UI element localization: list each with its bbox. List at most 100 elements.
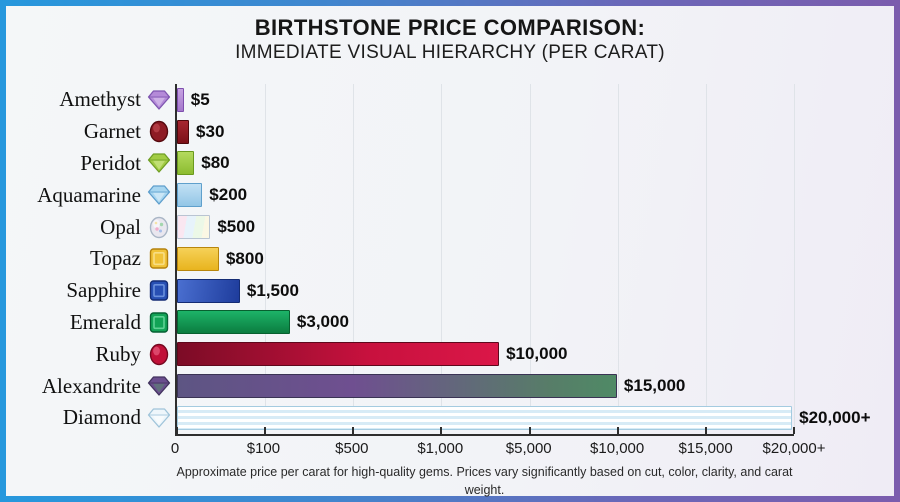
price-value-label: $5 (190, 89, 210, 109)
gem-name-label: Emerald (69, 309, 141, 334)
axis-tick-label: $15,000 (678, 440, 733, 457)
axis-tick-mark (528, 427, 531, 434)
price-bar (177, 405, 793, 430)
gem-name-label: Amethyst (59, 87, 141, 112)
gem-name-label: Topaz (89, 246, 141, 271)
price-value-label: $500 (217, 217, 256, 237)
gem-name-label: Peridot (80, 150, 141, 175)
gridline (353, 84, 355, 434)
bar-row: $15,000 (177, 370, 794, 402)
price-bar (177, 374, 617, 399)
chart-subtitle: IMMEDIATE VISUAL HIERARCHY (PER CARAT) (235, 42, 665, 63)
category-row-label: Sapphire (6, 275, 175, 307)
gridline (617, 84, 619, 434)
bar-row: $200 (177, 179, 794, 211)
plot-column: $5 $30 $80 $200 $500 $800 $1,500 $3,000 … (171, 84, 871, 458)
gridline (441, 84, 443, 434)
category-row-label: Emerald (6, 307, 175, 339)
category-row-label: Ruby (6, 338, 175, 370)
bar-row: $3,000 (177, 307, 794, 339)
category-row-label: Aquamarine (6, 179, 175, 211)
price-value-label: $80 (201, 153, 230, 173)
gem-icon (146, 279, 172, 302)
axis-tick-mark (440, 427, 443, 434)
category-row-label: Alexandrite (6, 370, 175, 402)
price-value-label: $800 (225, 248, 264, 268)
gem-icon (146, 247, 172, 270)
gem-name-label: Sapphire (66, 278, 141, 303)
axis-tick-mark (704, 427, 707, 434)
category-row-label: Diamond (6, 402, 175, 434)
gem-icon (146, 311, 172, 334)
price-value-label: $200 (209, 185, 248, 205)
axis-tick-label: $5,000 (505, 440, 552, 457)
x-axis-tick-labels: 0 $100 $500 $1,000 $5,000 $10,000 $15,000 $20,0… (171, 436, 826, 458)
bar-row: $20,000+ (177, 402, 871, 434)
gem-icon (146, 152, 172, 174)
bar-row: $500 (177, 211, 794, 243)
gem-name-label: Diamond (62, 405, 141, 430)
axis-tick-mark (793, 427, 795, 434)
gridline (265, 84, 267, 434)
plot-area: $5 $30 $80 $200 $500 $800 $1,500 $3,000 … (175, 84, 871, 436)
footnote-text: Approximate price per carat for high-qua… (176, 465, 793, 497)
gem-icon (146, 407, 172, 429)
gem-name-label: Garnet (83, 119, 141, 144)
bar-row: $30 (177, 116, 794, 148)
price-bar (177, 183, 203, 208)
category-row-label: Peridot (6, 148, 175, 180)
category-labels-column: Amethyst Garnet Peridot Aquamarine Opal … (6, 84, 175, 458)
axis-tick-label: 0 (170, 440, 180, 457)
gridline (705, 84, 707, 434)
bar-chart: Amethyst Garnet Peridot Aquamarine Opal … (6, 84, 894, 458)
price-value-label: $20,000+ (799, 407, 871, 427)
gem-icon (146, 216, 172, 239)
axis-tick-mark (616, 427, 619, 434)
bar-row: $10,000 (177, 338, 794, 370)
axis-tick-mark (264, 427, 267, 434)
chart-canvas: BIRTHSTONE PRICE COMPARISON: IMMEDIATE V… (6, 6, 894, 497)
axis-tick-label: $1,000 (417, 440, 464, 457)
bar-row: $80 (177, 148, 794, 180)
price-bar (177, 87, 184, 112)
axis-tick-mark (352, 427, 355, 434)
gem-icon (146, 120, 172, 143)
gem-name-label: Ruby (95, 341, 141, 366)
bar-row: $800 (177, 243, 794, 275)
category-row-label: Garnet (6, 116, 175, 148)
axis-tick-label: $500 (335, 440, 369, 457)
gridline (794, 84, 795, 434)
price-value-label: $15,000 (623, 376, 686, 396)
price-bar (177, 246, 219, 271)
gem-icon (146, 89, 172, 111)
gem-icon (146, 343, 172, 366)
price-bar (177, 342, 500, 367)
axis-tick-label: $100 (246, 440, 281, 457)
price-bar (177, 215, 211, 240)
gem-name-label: Alexandrite (41, 373, 141, 398)
category-row-label: Opal (6, 211, 175, 243)
price-bar (177, 151, 195, 176)
gridline (529, 84, 531, 434)
price-value-label: $30 (196, 121, 225, 141)
gem-name-label: Opal (100, 214, 141, 239)
price-bar (177, 310, 290, 335)
price-value-label: $3,000 (296, 312, 349, 332)
gem-icon (146, 375, 172, 397)
price-bar (177, 278, 240, 303)
bar-row: $5 (177, 84, 794, 116)
gem-name-label: Aquamarine (37, 182, 141, 207)
axis-tick-mark (176, 427, 178, 434)
price-bar (177, 119, 190, 144)
chart-header: BIRTHSTONE PRICE COMPARISON: IMMEDIATE V… (6, 6, 894, 65)
gem-icon (146, 184, 172, 206)
chart-title: BIRTHSTONE PRICE COMPARISON: (254, 15, 646, 40)
bar-row: $1,500 (177, 275, 794, 307)
category-row-label: Topaz (6, 243, 175, 275)
category-row-label: Amethyst (6, 84, 175, 116)
axis-tick-label: $10,000 (590, 440, 645, 457)
price-value-label: $10,000 (506, 344, 568, 364)
price-value-label: $1,500 (246, 280, 299, 300)
axis-tick-label: $20,000+ (762, 440, 826, 457)
